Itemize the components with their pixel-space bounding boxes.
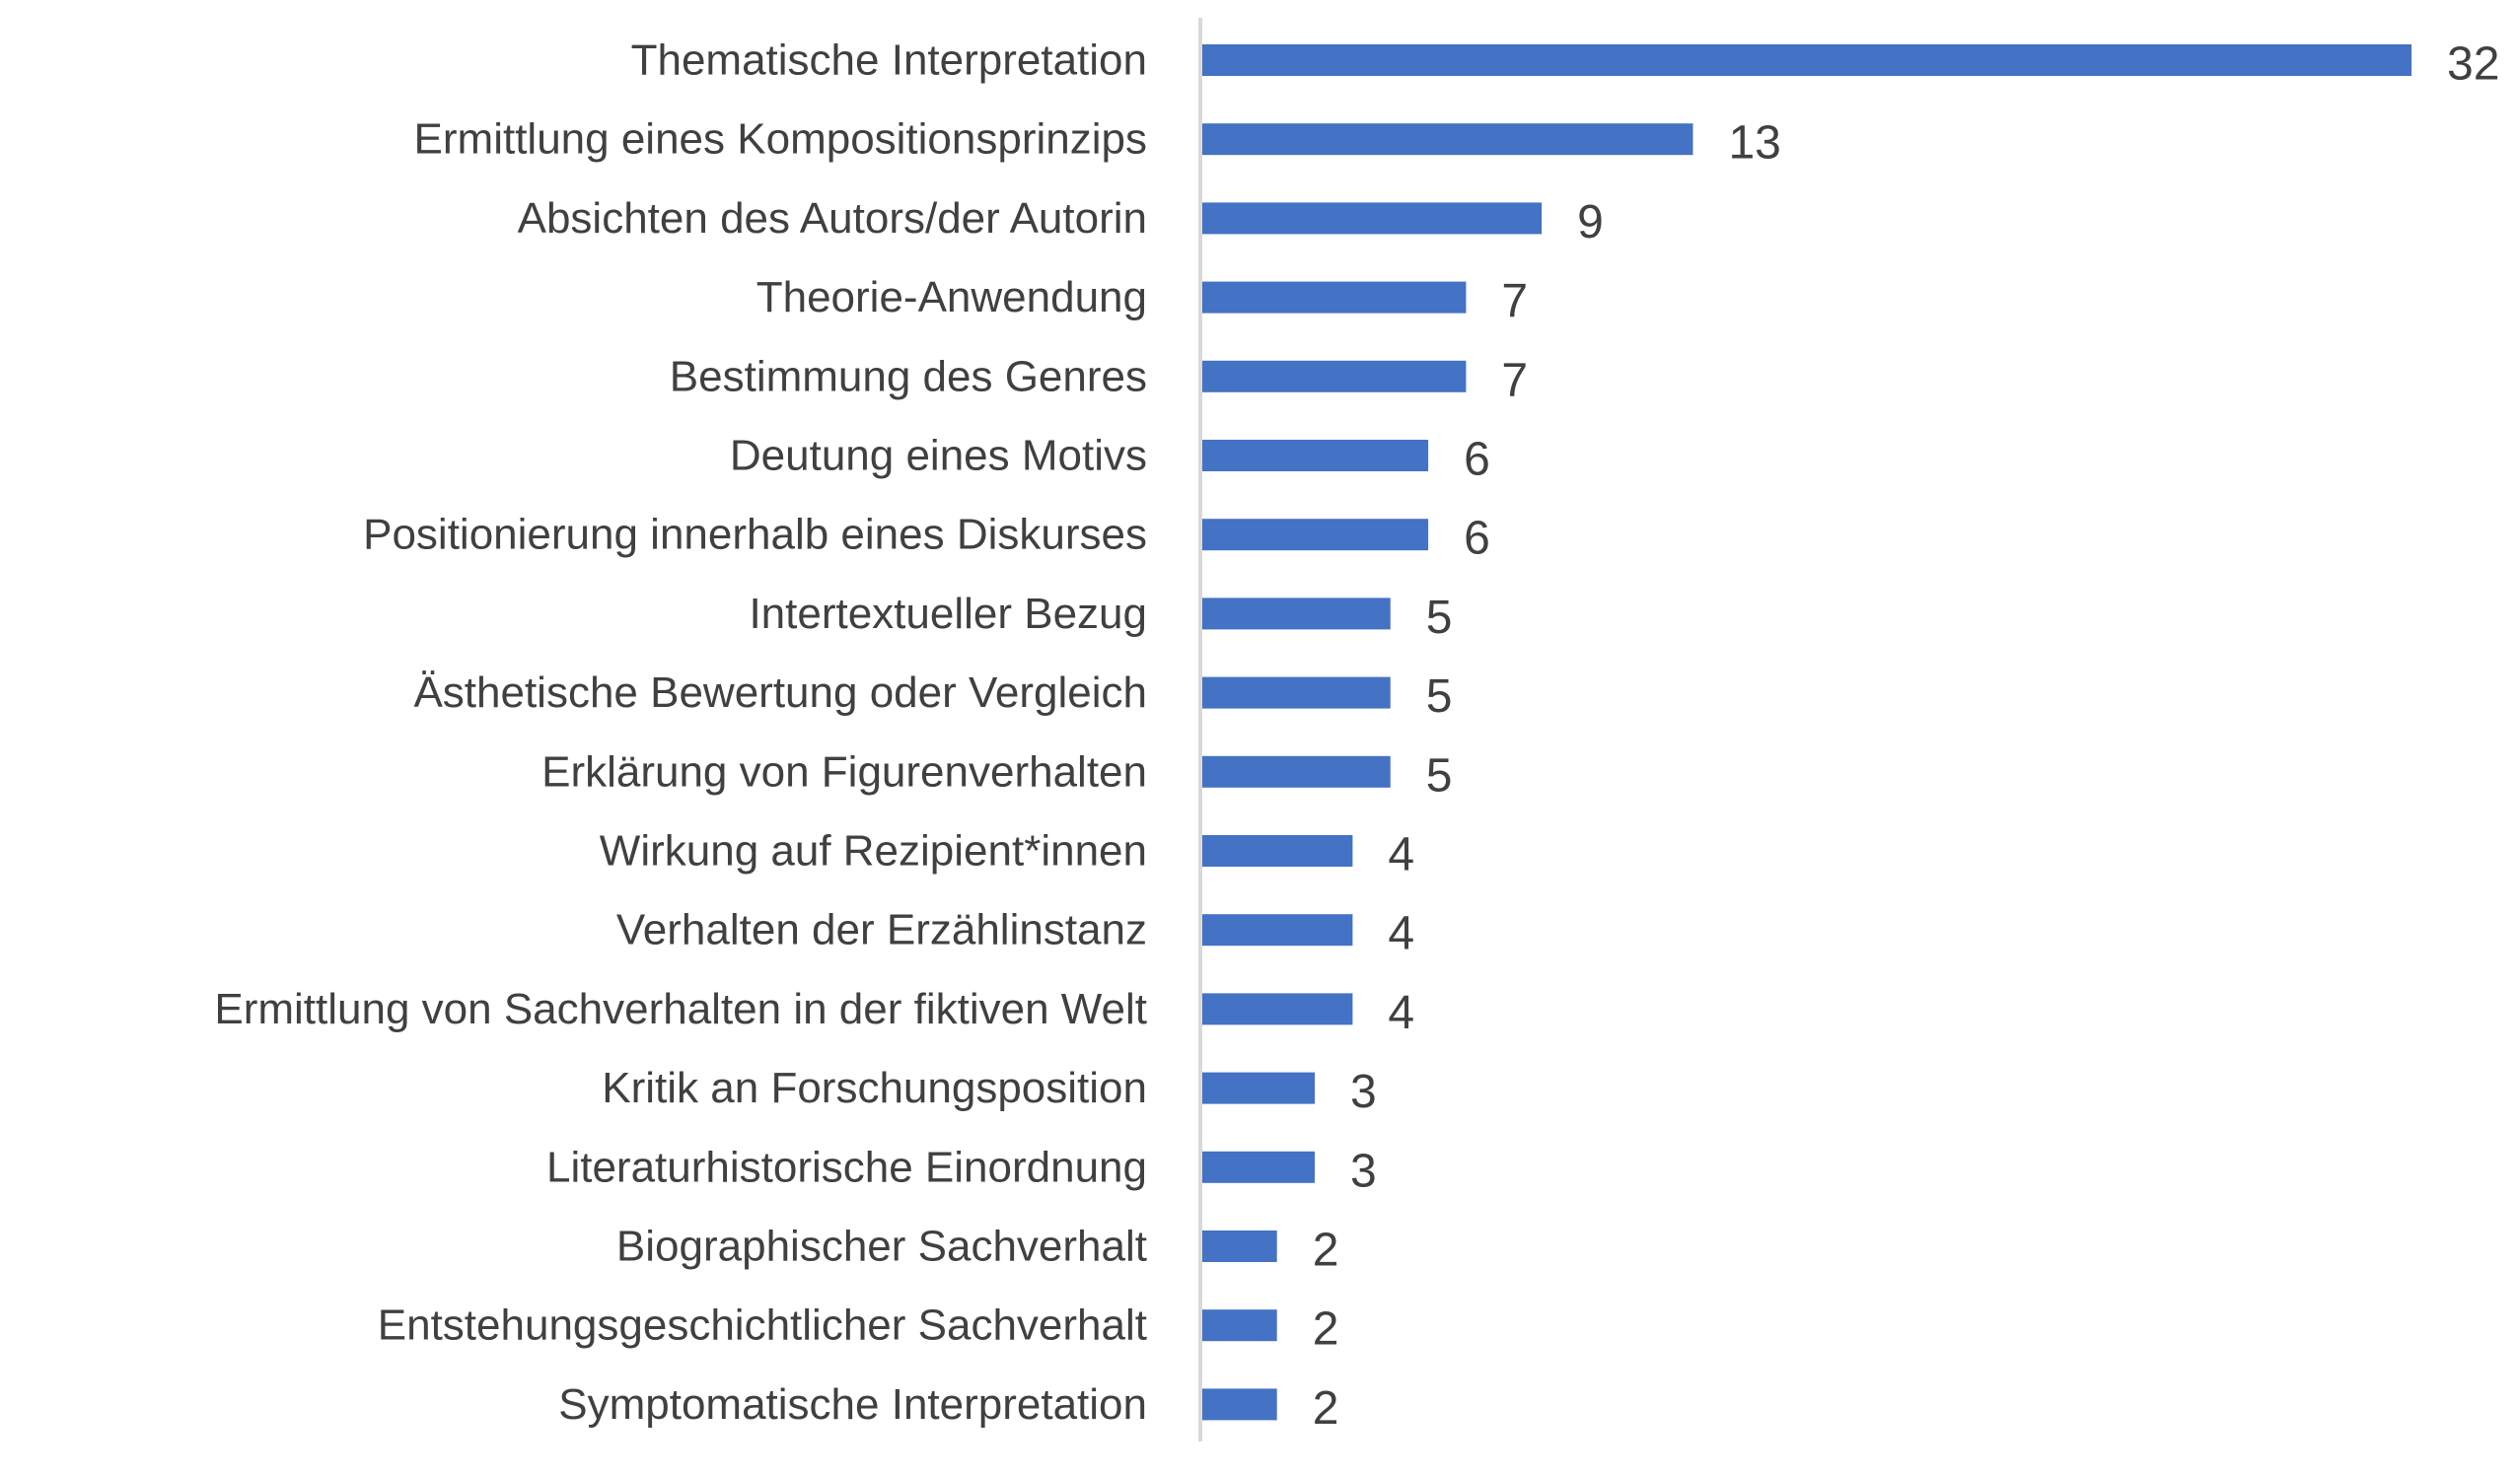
bar — [1201, 1230, 1277, 1262]
bars-layer — [1201, 44, 2412, 1421]
category-label: Entstehungsgeschichtlicher Sachverhalt — [378, 1301, 1147, 1350]
data-label: 7 — [1501, 275, 1528, 327]
category-label: Wirkung auf Rezipient*innen — [600, 827, 1147, 876]
bar — [1201, 914, 1353, 947]
data-label: 5 — [1426, 749, 1453, 802]
bar — [1201, 202, 1543, 235]
category-label: Biographischer Sachverhalt — [616, 1223, 1147, 1271]
bar — [1201, 676, 1391, 709]
bar — [1201, 1072, 1316, 1104]
bar — [1201, 440, 1429, 471]
data-label: 2 — [1313, 1225, 1339, 1277]
data-label: 7 — [1501, 354, 1528, 406]
data-label: 4 — [1388, 908, 1414, 960]
category-label: Erklärung von Figurenverhalten — [541, 747, 1147, 796]
bar — [1201, 123, 1693, 156]
category-label: Theorie-Anwendung — [756, 273, 1147, 321]
category-label: Kritik an Forschungsposition — [602, 1064, 1147, 1112]
bar — [1201, 1151, 1316, 1183]
category-label: Ermittlung von Sachverhalten in der fikt… — [214, 985, 1147, 1033]
category-label: Symptomatische Interpretation — [558, 1380, 1147, 1429]
data-label: 4 — [1388, 987, 1414, 1039]
data-label: 4 — [1388, 829, 1414, 881]
category-label: Bestimmung des Genres — [670, 352, 1147, 400]
data-label: 32 — [2447, 38, 2499, 91]
bar — [1201, 1388, 1277, 1421]
data-label: 3 — [1350, 1066, 1377, 1118]
category-label: Literaturhistorische Einordnung — [546, 1143, 1147, 1191]
bar — [1201, 281, 1467, 314]
category-label: Thematische Interpretation — [631, 36, 1147, 85]
bar — [1201, 597, 1391, 630]
bar — [1201, 519, 1429, 551]
bar — [1201, 44, 2412, 76]
category-label: Deutung eines Motivs — [730, 432, 1147, 480]
data-label: 5 — [1426, 592, 1453, 644]
category-label: Positionierung innerhalb eines Diskurses — [363, 511, 1147, 559]
category-label: Absichten des Autors/der Autorin — [518, 194, 1147, 243]
data-label: 2 — [1313, 1382, 1339, 1435]
bar — [1201, 993, 1353, 1025]
category-labels: Thematische Interpretation Ermittlung ein… — [214, 36, 1147, 1429]
bar — [1201, 835, 1353, 867]
data-label: 2 — [1313, 1303, 1339, 1356]
bar — [1201, 360, 1467, 392]
data-label: 9 — [1577, 196, 1604, 248]
category-label: Ermittlung eines Kompositionsprinzips — [414, 115, 1147, 164]
bar — [1201, 1309, 1277, 1342]
data-label: 6 — [1464, 513, 1490, 565]
data-label: 6 — [1464, 434, 1490, 486]
category-label: Verhalten der Erzählinstanz — [616, 906, 1147, 954]
category-label: Intertextueller Bezug — [749, 590, 1147, 638]
category-label: Ästhetische Bewertung oder Vergleich — [413, 668, 1147, 717]
bar — [1201, 755, 1391, 788]
data-label: 5 — [1426, 670, 1453, 723]
data-label: 13 — [1728, 117, 1780, 170]
data-label: 3 — [1350, 1145, 1377, 1197]
